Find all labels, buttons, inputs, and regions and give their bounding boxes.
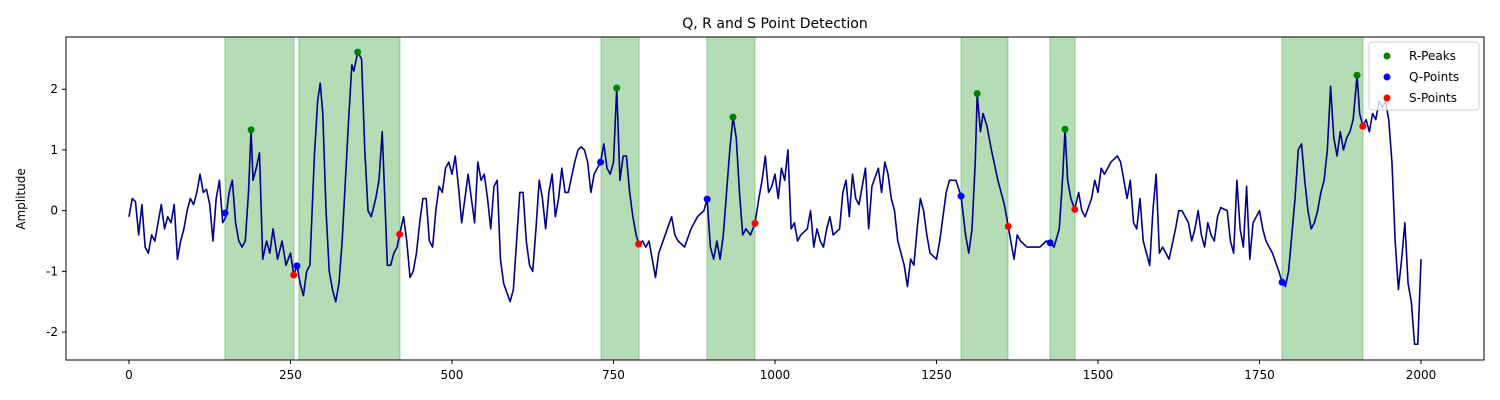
marker-point — [1278, 278, 1286, 286]
legend-label: R-Peaks — [1409, 49, 1456, 63]
x-tick-label: 250 — [279, 368, 302, 382]
marker-point — [247, 126, 255, 134]
signal-line — [128, 51, 1422, 346]
y-tick-label: -2 — [46, 325, 58, 339]
x-tick-label: 750 — [602, 368, 625, 382]
marker-point — [1071, 205, 1079, 213]
highlight-span — [706, 36, 756, 361]
marker-point — [597, 158, 605, 166]
marker-point — [703, 195, 711, 203]
x-tick-label: 1750 — [1244, 368, 1275, 382]
y-tick-label: 0 — [50, 204, 58, 218]
x-tick-label: 1250 — [921, 368, 952, 382]
highlight-span — [1281, 36, 1364, 361]
legend-marker — [1383, 73, 1391, 81]
legend-label: Q-Points — [1409, 70, 1459, 84]
marker-point — [290, 271, 298, 279]
legend-marker — [1383, 52, 1391, 60]
marker-point — [973, 89, 981, 97]
marker-point — [221, 209, 229, 217]
legend-box — [1368, 41, 1480, 111]
x-tick-label: 0 — [125, 368, 133, 382]
marker-point — [729, 113, 737, 121]
y-tick-label: 1 — [50, 143, 58, 157]
plot-frame — [65, 36, 1485, 361]
x-tick-label: 2000 — [1406, 368, 1437, 382]
marker-point — [957, 192, 965, 200]
legend-marker — [1383, 94, 1391, 102]
marker-point — [613, 84, 621, 92]
y-tick-label: -1 — [46, 264, 58, 278]
highlight-span — [224, 36, 295, 361]
marker-point — [751, 219, 759, 227]
marker-point — [1359, 122, 1367, 130]
x-tick-label: 1000 — [760, 368, 791, 382]
highlight-span — [600, 36, 640, 361]
marker-point — [1061, 125, 1069, 133]
x-tick-label: 500 — [441, 368, 464, 382]
chart-title: Q, R and S Point Detection — [682, 16, 867, 32]
highlight-span — [960, 36, 1009, 361]
y-axis-label: Amplitude — [14, 168, 28, 230]
x-tick-label: 1500 — [1083, 368, 1114, 382]
marker-point — [635, 240, 643, 248]
marker-point — [1004, 222, 1012, 230]
legend-label: S-Points — [1409, 91, 1457, 105]
marker-point — [293, 262, 301, 270]
marker-point — [354, 48, 362, 56]
highlight-span — [298, 36, 401, 361]
marker-point — [1353, 71, 1361, 79]
y-tick-label: 2 — [50, 82, 58, 96]
marker-point — [1046, 239, 1054, 247]
marker-point — [396, 230, 404, 238]
